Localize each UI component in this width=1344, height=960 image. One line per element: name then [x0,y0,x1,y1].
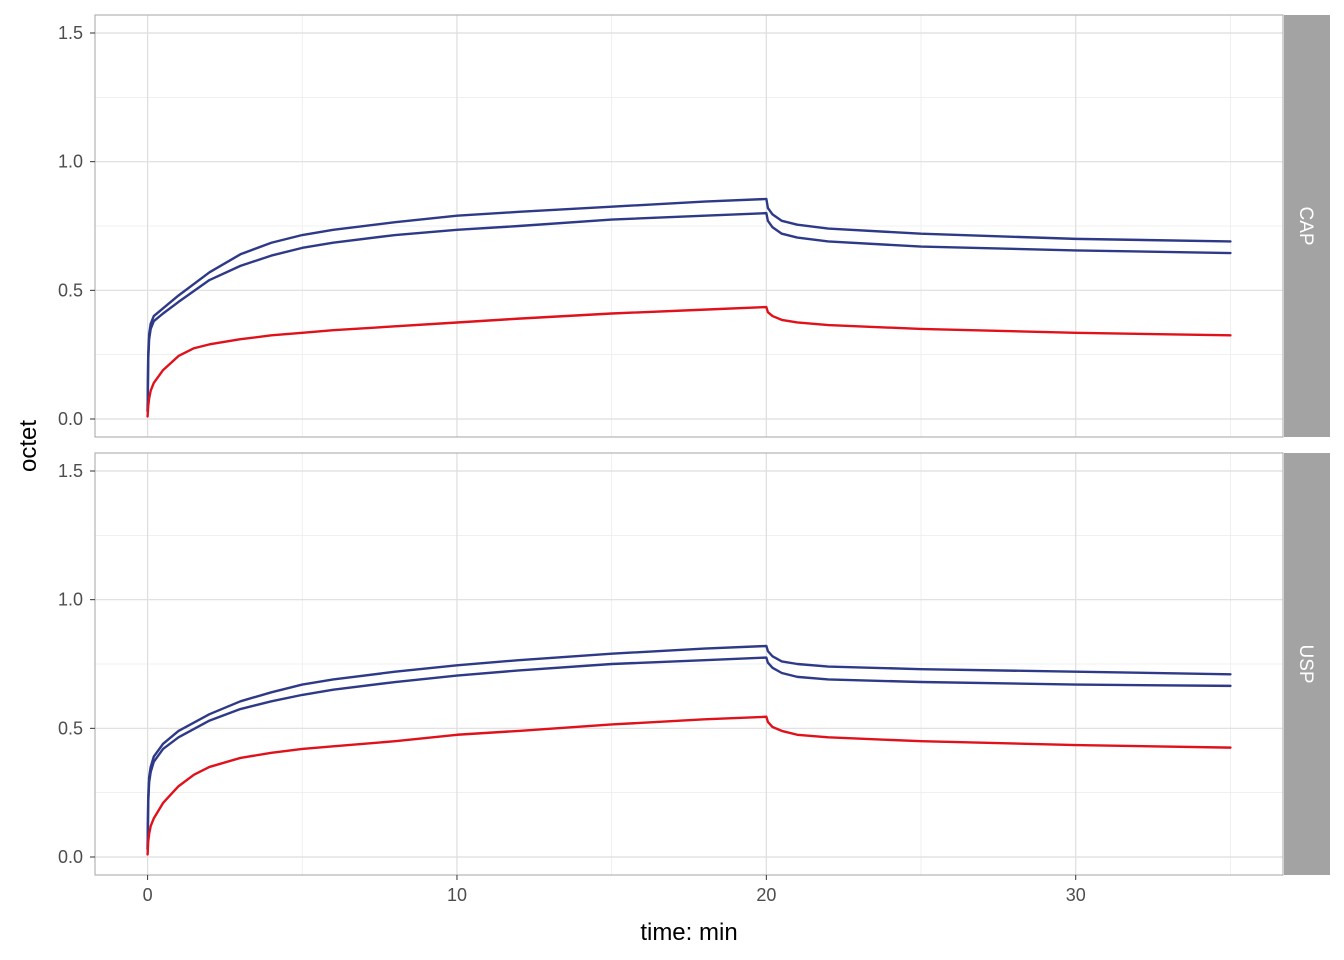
y-tick-label: 0.5 [58,280,83,300]
series-line-3 [146,715,1232,856]
x-tick-label: 20 [756,885,776,905]
series-line-2 [146,211,1232,413]
y-tick-label: 0.0 [58,847,83,867]
series-line-1 [146,197,1232,413]
x-tick-label: 10 [447,885,467,905]
x-tick-label: 0 [143,885,153,905]
series-line-1 [146,644,1232,851]
facet-strip [1284,453,1330,875]
panel-border [94,14,1284,438]
y-tick-label: 1.5 [58,461,83,481]
series-line-2 [146,656,1232,851]
panel-usp: 0.0 0.5 1.0 1.5 USP [58,452,1330,876]
panel-cap: 0.0 0.5 1.0 1.5 CAP [58,14,1330,438]
y-tick-label: 1.5 [58,23,83,43]
facet-strip [1284,15,1330,437]
facet-strip-label: CAP [1295,206,1316,245]
series-line-3 [146,305,1232,418]
panel-border [94,452,1284,876]
y-axis-title: octet [15,420,42,472]
y-tick-label: 1.0 [58,152,83,172]
y-tick-label: 1.0 [58,590,83,610]
x-axis-title: time: min [640,919,737,946]
facet-strip-label: USP [1295,644,1316,683]
y-tick-label: 0.0 [58,409,83,429]
x-tick-label: 30 [1066,885,1086,905]
panels-layer: 0.0 0.5 1.0 1.5 CAP 0.0 0.5 1.0 1.5 USP 0 10 20 30 [58,14,1330,905]
x-axis: 0 10 20 30 [143,875,1086,905]
y-tick-label: 0.5 [58,718,83,738]
